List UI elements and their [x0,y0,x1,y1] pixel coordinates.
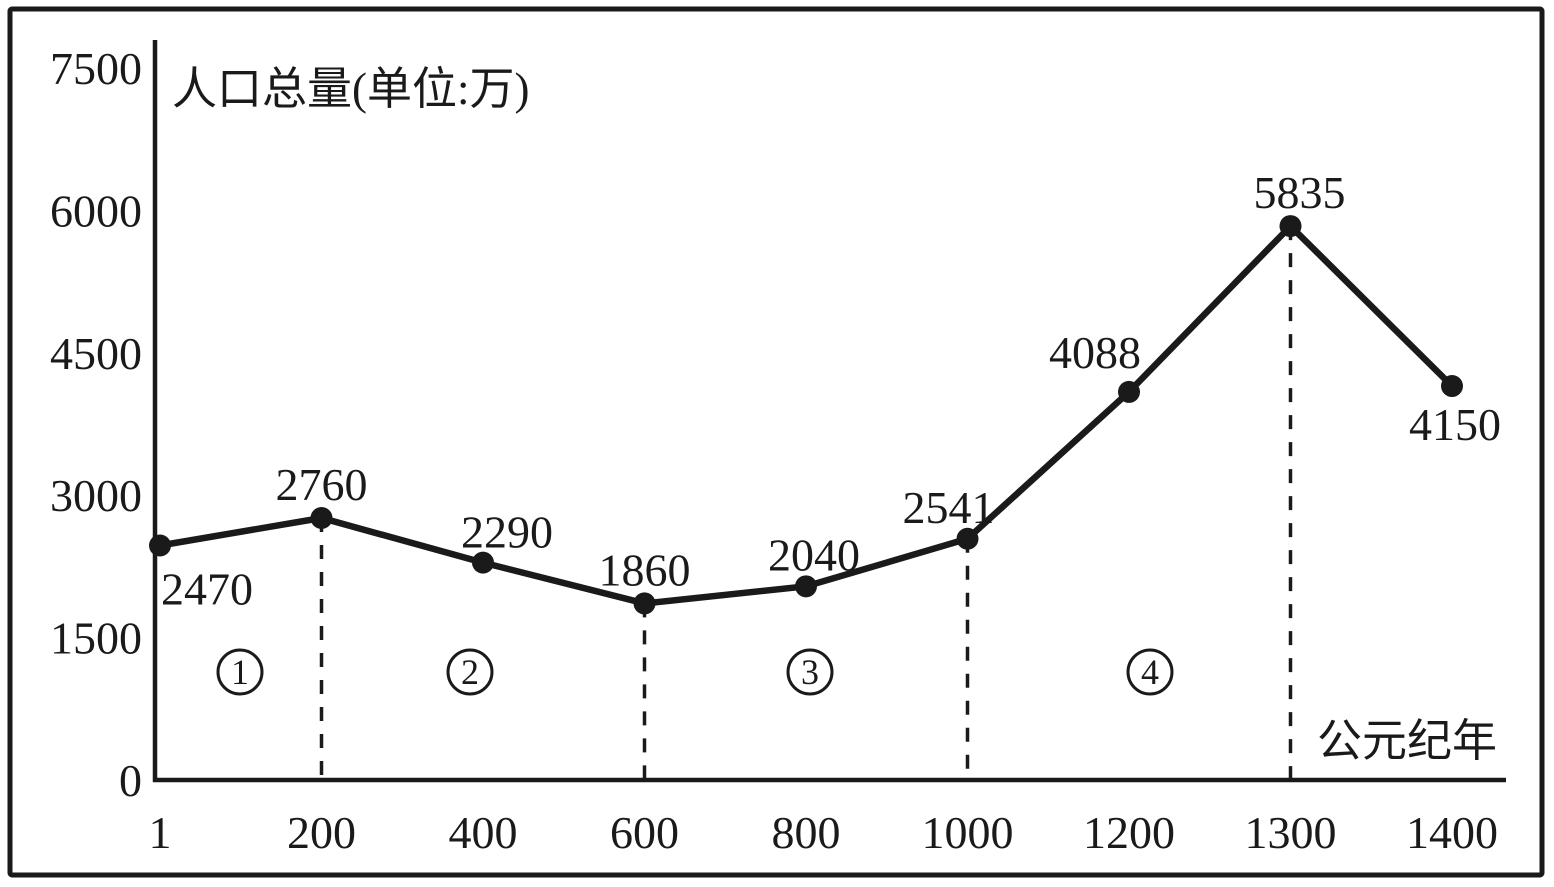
population-series [149,215,1463,615]
x-axis-title: 公元纪年 [1317,716,1497,766]
data-point [310,506,333,529]
data-point [633,592,656,615]
data-point-label: 5835 [1254,167,1346,218]
data-point-label: 2040 [768,529,860,580]
data-point-label: 2760 [276,459,368,510]
y-tick-label: 6000 [50,185,142,236]
outer-border [7,6,1545,878]
x-tick-label: 800 [772,807,841,858]
period-marker-digit: 2 [461,652,479,692]
period-marker-digit: 3 [801,652,819,692]
period-marker-digit: 1 [231,652,249,692]
y-tick-label: 7500 [50,43,142,94]
data-point [472,551,494,574]
x-tick-label: 1000 [922,807,1014,858]
period-marker-circle [446,648,494,696]
y-axis-tick-labels: 0 1500 3000 4500 6000 7500 [50,43,142,806]
dashed-guide-lines [319,226,1293,780]
data-point [956,527,979,550]
x-axis-tick-labels: 1 200 400 600 800 1000 1200 1300 1400 [149,807,1499,858]
data-point [1118,380,1140,403]
x-tick-label: 1 [149,807,172,858]
data-point-label: 4150 [1409,399,1501,450]
data-point-label: 2541 [903,482,995,533]
period-marker-circle [786,648,834,696]
x-tick-label: 200 [287,807,356,858]
y-tick-label: 4500 [50,328,142,379]
chart-title: 人口总量(单位:万) [172,64,529,114]
period-markers: 1 2 3 4 [216,648,1174,696]
x-tick-label: 1200 [1083,807,1175,858]
data-point-label: 4088 [1049,327,1141,378]
data-point [1279,215,1302,238]
y-tick-label: 3000 [50,470,142,521]
data-point [1441,375,1463,398]
period-marker-circle [1126,648,1174,696]
data-point-labels: 2470 2760 2290 1860 2040 2541 4088 5835 4150 [161,167,1501,614]
data-point-label: 2470 [161,564,253,615]
x-tick-label: 1300 [1245,807,1337,858]
data-point-label: 2290 [461,507,553,558]
x-tick-label: 400 [449,807,518,858]
period-marker-circle [216,648,264,696]
x-tick-label: 600 [610,807,679,858]
data-point [149,534,171,557]
data-point [795,575,817,598]
y-tick-label: 0 [119,755,142,806]
data-point-label: 1860 [599,544,691,595]
x-tick-label: 1400 [1406,807,1498,858]
period-marker-digit: 4 [1141,652,1159,692]
y-tick-label: 1500 [50,613,142,664]
